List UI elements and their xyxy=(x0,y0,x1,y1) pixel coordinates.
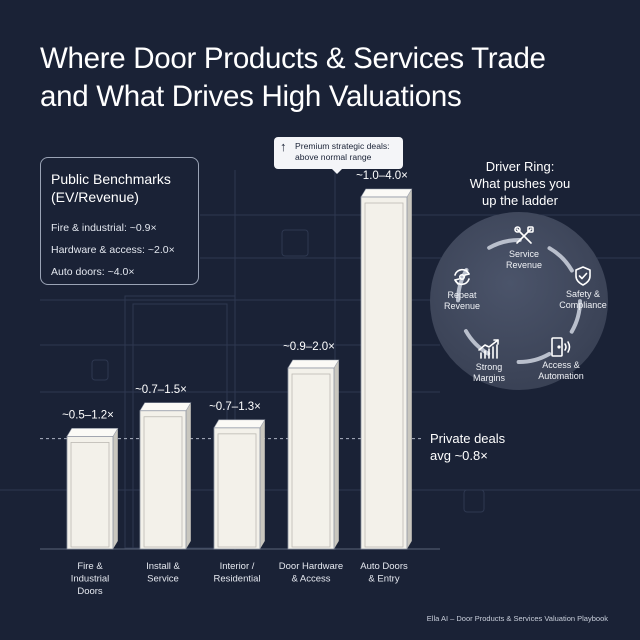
private-deals-label: Private deals avg ~0.8× xyxy=(430,430,505,464)
bar-panel xyxy=(217,433,257,548)
door-signal-icon xyxy=(551,337,571,357)
bar-range-label: ~0.7–1.5× xyxy=(135,384,187,396)
public-benchmarks-box: Public Benchmarks (EV/Revenue) Fire & in… xyxy=(40,157,199,285)
driver-ring-title-line-2: What pushes you xyxy=(469,176,571,191)
driver-ring-title-line-3: up the ladder xyxy=(482,193,558,208)
benchmarks-title-line-1: Public Benchmarks xyxy=(51,171,171,187)
driver-service-revenue: Service Revenue xyxy=(484,225,564,271)
driver-ring-title-line-1: Driver Ring: xyxy=(485,159,555,174)
driver-label: Strong xyxy=(475,362,503,372)
shield-check-icon xyxy=(575,266,591,286)
bar xyxy=(213,427,261,550)
category-label: Service xyxy=(147,574,179,585)
bar-top xyxy=(287,359,340,369)
benchmarks-list: Fire & industrial: ~0.9× Hardware & acce… xyxy=(51,217,188,283)
bar-range-label: ~0.5–1.2× xyxy=(62,409,114,421)
category-label: Interior / xyxy=(220,561,255,572)
private-deals-line-1: Private deals xyxy=(430,431,506,446)
bar-range-label: ~1.0–4.0× xyxy=(356,170,408,182)
category-label: Residential xyxy=(214,574,261,585)
footer-credit: Ella AI – Door Products & Services Valua… xyxy=(426,614,608,623)
bar-top xyxy=(360,188,413,198)
bar-range-label: ~0.9–2.0× xyxy=(283,341,335,353)
driver-label: Compliance xyxy=(559,300,607,310)
bar xyxy=(360,196,408,550)
title-line-2: and What Drives High Valuations xyxy=(40,80,462,113)
benchmarks-title-line-2: (EV/Revenue) xyxy=(51,189,139,205)
bar-range-label: ~0.7–1.3× xyxy=(209,401,261,413)
driver-label: Margins xyxy=(472,373,505,383)
driver-access-automation: Access & Automation xyxy=(521,336,601,382)
benchmark-item: Fire & industrial: ~0.9× xyxy=(51,222,157,234)
driver-label: Access & xyxy=(542,360,580,370)
title-line-1: Where Door Products & Services Trade xyxy=(40,42,546,75)
driver-label: Revenue xyxy=(443,301,481,311)
bar-side xyxy=(260,419,265,549)
bar-top xyxy=(66,428,119,437)
repeat-cycle-icon xyxy=(454,268,470,286)
benchmark-item: Auto doors: ~4.0× xyxy=(51,266,135,278)
driver-label: Automation xyxy=(538,371,584,381)
up-arrow-icon: ↑ xyxy=(280,139,287,154)
page-title: Where Door Products & Services Trade and… xyxy=(40,40,610,116)
bar-side xyxy=(186,402,191,549)
bar-top xyxy=(213,419,266,429)
category-label: Industrial xyxy=(71,574,110,585)
wrench-screwdriver-icon xyxy=(514,226,534,244)
bar-panel xyxy=(364,202,404,548)
driver-label: Service xyxy=(508,249,539,259)
bar-panel xyxy=(143,416,183,548)
driver-repeat-revenue: Repeat Revenue xyxy=(422,266,502,312)
bar-side xyxy=(334,360,339,549)
premium-deals-callout: ↑ Premium strategic deals: above normal … xyxy=(274,137,403,174)
category-label: Fire & xyxy=(77,561,103,572)
bar xyxy=(287,367,335,550)
driver-label: Safety & xyxy=(565,289,601,299)
category-label: Install & xyxy=(146,561,180,572)
bar-top xyxy=(139,402,192,412)
driver-label: Revenue xyxy=(505,260,543,270)
driver-label: Repeat xyxy=(447,290,477,300)
category-label: Door Hardware xyxy=(279,561,343,572)
bar-side xyxy=(113,428,118,549)
category-label: Doors xyxy=(77,586,103,597)
driver-strong-margins: Strong Margins xyxy=(449,338,529,384)
callout-line-1: Premium strategic deals: xyxy=(295,141,390,151)
category-label: & Access xyxy=(291,574,330,585)
bar-side xyxy=(407,189,412,549)
chart-trend-icon xyxy=(478,339,499,359)
benchmark-item: Hardware & access: ~2.0× xyxy=(51,244,175,256)
private-deals-line-2: avg ~0.8× xyxy=(430,448,488,463)
callout-line-2: above normal range xyxy=(295,152,372,162)
bar-panel xyxy=(291,373,331,548)
benchmarks-title: Public Benchmarks (EV/Revenue) xyxy=(51,170,188,206)
category-label: & Entry xyxy=(368,574,399,585)
bar-panel xyxy=(70,441,110,548)
bar xyxy=(139,410,187,550)
driver-ring-title: Driver Ring: What pushes you up the ladd… xyxy=(440,158,600,209)
bar xyxy=(66,435,114,550)
driver-safety-compliance: Safety & Compliance xyxy=(543,265,623,311)
category-label: Auto Doors xyxy=(360,561,408,572)
